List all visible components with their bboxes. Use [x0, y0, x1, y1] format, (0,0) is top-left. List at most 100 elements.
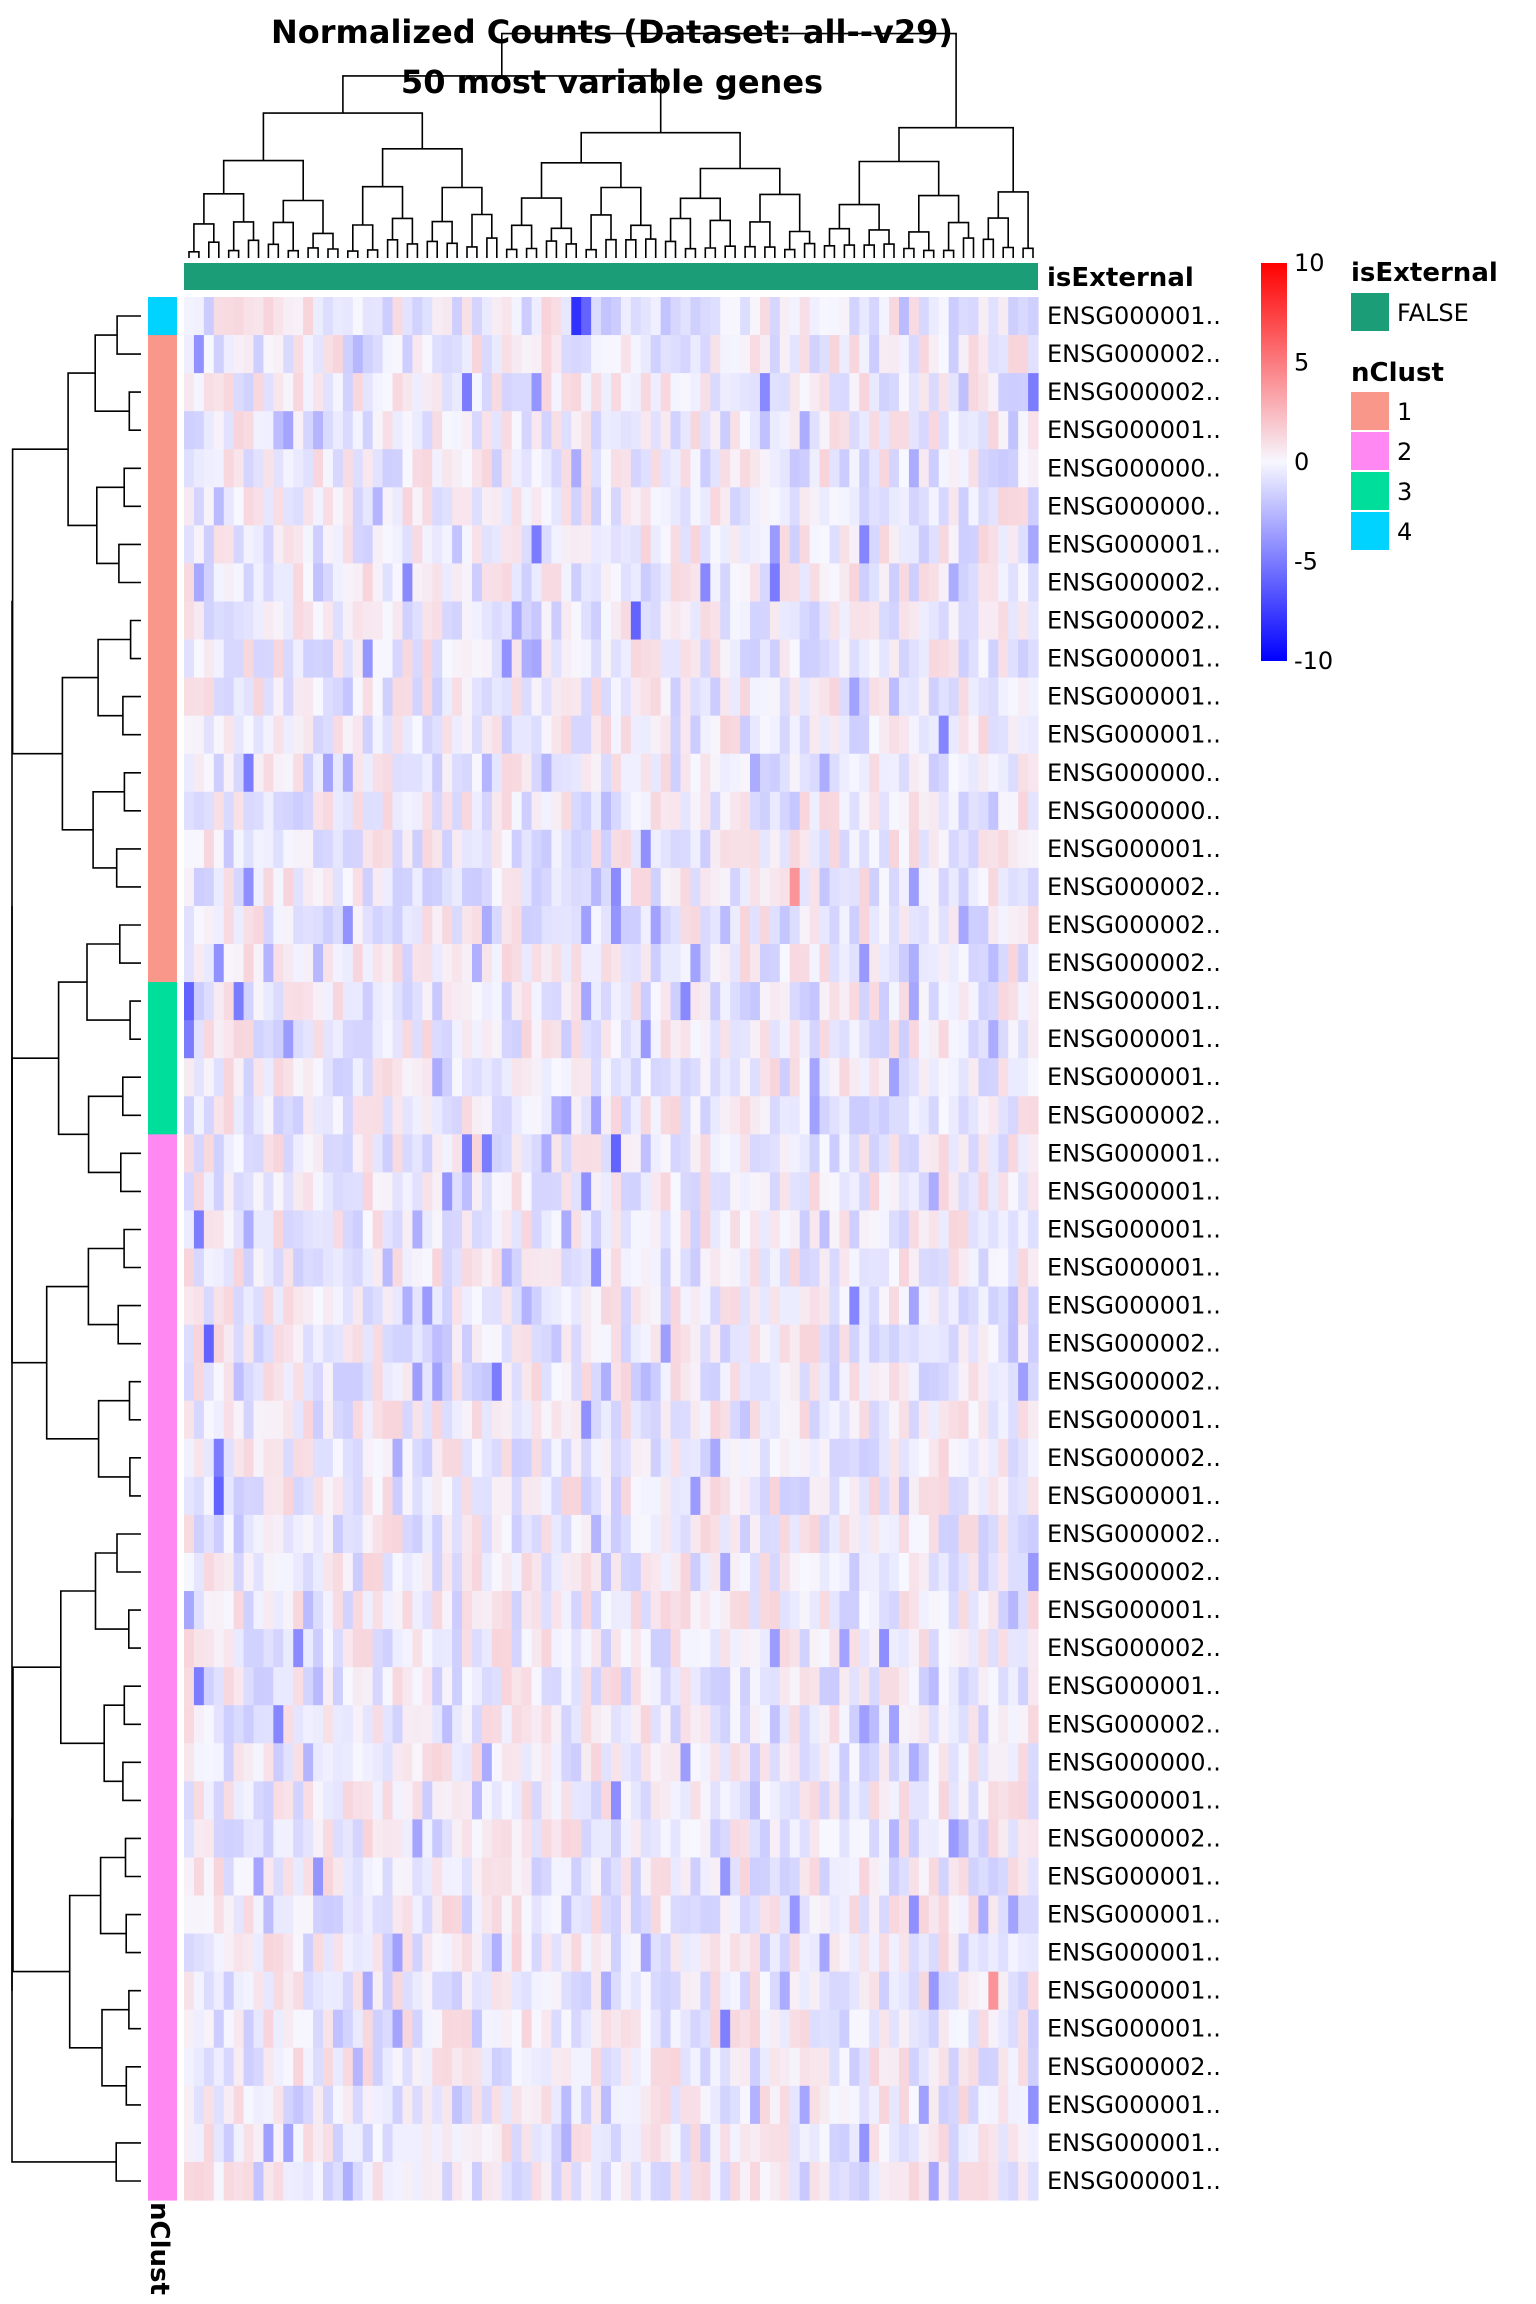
heatmap-cell [948, 2123, 960, 2163]
heatmap-cell [283, 1362, 294, 1402]
heatmap-cell [620, 829, 632, 869]
heatmap-cell [263, 1705, 274, 1744]
heatmap-cell [561, 1400, 572, 1440]
heatmap-cell [859, 1020, 870, 1059]
heatmap-cell [243, 1971, 255, 2011]
heatmap-cell [869, 1286, 880, 1326]
heatmap-cell [1008, 411, 1019, 450]
heatmap-cell [700, 1438, 711, 1478]
heatmap-cell [968, 905, 980, 945]
heatmap-cell [918, 639, 930, 679]
heatmap-cell [819, 1248, 831, 1288]
heatmap-cell [769, 411, 781, 450]
row-annotation-cell [148, 2161, 177, 2201]
heatmap-cell [561, 1020, 572, 1059]
heatmap-cell [601, 677, 612, 717]
heatmap-cell [889, 791, 900, 831]
heatmap-cell [918, 1971, 930, 2011]
heatmap-cell [382, 1933, 394, 1973]
heatmap-cell [362, 1248, 374, 1288]
heatmap-cell [193, 791, 205, 831]
heatmap-cell [700, 1857, 711, 1897]
heatmap-cell [233, 1857, 245, 1897]
heatmap-cell [392, 525, 404, 565]
heatmap-cell [591, 1743, 602, 1782]
heatmap-cell [928, 1514, 940, 1554]
heatmap-cell [869, 1362, 880, 1402]
heatmap-cell [710, 2085, 721, 2125]
heatmap-cell [184, 1438, 195, 1478]
heatmap-cell [799, 1705, 811, 1744]
heatmap-cell [759, 449, 771, 488]
heatmap-cell [481, 753, 493, 793]
heatmap-cell [402, 1248, 413, 1288]
heatmap-cell [620, 1172, 632, 1212]
heatmap-cell [303, 449, 314, 488]
heatmap-cell [809, 2009, 821, 2049]
heatmap-cell [819, 525, 831, 565]
heatmap-cell [402, 1476, 413, 1516]
heatmap-cell [293, 1210, 304, 1250]
heatmap-cell [223, 1324, 235, 1364]
row-dendrogram-branch [68, 1894, 102, 2049]
heatmap-cell [382, 944, 394, 983]
heatmap-cell [660, 1058, 672, 1097]
heatmap-cell [263, 1096, 274, 1135]
heatmap-cell [640, 1629, 652, 1668]
heatmap-cell [799, 1895, 811, 1935]
heatmap-cell [342, 1096, 354, 1135]
heatmap-cell [809, 1895, 821, 1935]
heatmap-cell [769, 905, 781, 945]
heatmap-cell [740, 829, 751, 869]
heatmap-cell [968, 1743, 980, 1782]
heatmap-cell [958, 563, 970, 603]
heatmap-cell [849, 373, 860, 412]
heatmap-cell [690, 1591, 701, 1630]
heatmap-cell [342, 1362, 354, 1402]
heatmap-cell [511, 1058, 523, 1097]
heatmap-cell [759, 1134, 771, 1173]
heatmap-cell [750, 1971, 761, 2011]
heatmap-cell [432, 411, 443, 450]
heatmap-cell [521, 639, 533, 679]
heatmap-cell [660, 1476, 672, 1516]
heatmap-cell [501, 639, 513, 679]
heatmap-cell [779, 1819, 791, 1859]
heatmap-cell [422, 905, 433, 945]
heatmap-cell [789, 411, 801, 450]
heatmap-cell [918, 1857, 930, 1897]
heatmap-cell [571, 677, 582, 717]
heatmap-cell [611, 1058, 622, 1097]
heatmap-cell [253, 1172, 265, 1212]
heatmap-cell [452, 1172, 463, 1212]
heatmap-cell [402, 1933, 413, 1973]
heatmap-cell [898, 1933, 910, 1973]
heatmap-cell [392, 1020, 404, 1059]
heatmap-cell [362, 1438, 374, 1478]
heatmap-cell [928, 373, 940, 412]
heatmap-cell [839, 1743, 850, 1782]
heatmap-cell [640, 411, 652, 450]
heatmap-cell [561, 1629, 572, 1668]
heatmap-cell [223, 1286, 235, 1326]
heatmap-cell [382, 1248, 394, 1288]
heatmap-cell [511, 1667, 523, 1706]
heatmap-cell [402, 1096, 413, 1135]
heatmap-cell [452, 1857, 463, 1897]
heatmap-cell [382, 1172, 394, 1212]
heatmap-cell [690, 1895, 701, 1935]
heatmap-cell [193, 2161, 205, 2201]
heatmap-cell [392, 1667, 404, 1706]
heatmap-cell [283, 1591, 294, 1630]
heatmap-cell [531, 1400, 543, 1440]
heatmap-cell [402, 2123, 413, 2163]
heatmap-cell [759, 715, 771, 755]
row-label: ENSG000002.. [1047, 1330, 1221, 1358]
heatmap-cell [471, 1324, 483, 1364]
row-annotation-cell [148, 1248, 177, 1288]
heatmap-cell [968, 1096, 980, 1135]
heatmap-cell [779, 791, 791, 831]
heatmap-cell [481, 1438, 493, 1478]
heatmap-cell [481, 487, 493, 526]
row-label: ENSG000002.. [1047, 911, 1221, 939]
